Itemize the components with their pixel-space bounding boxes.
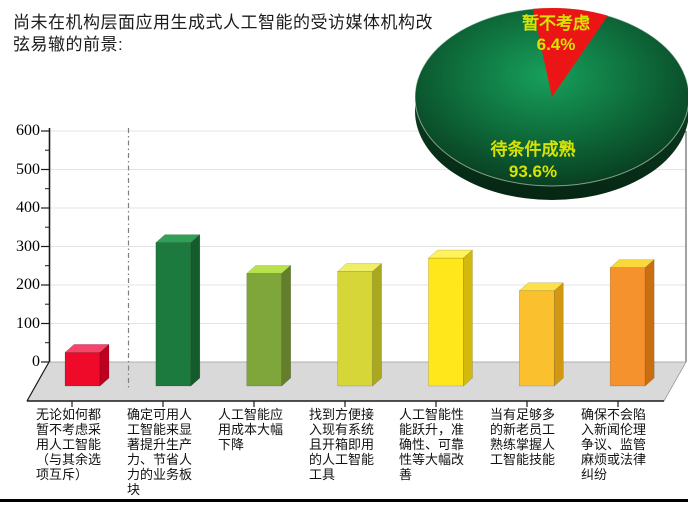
category-label: 人工智能应用成本大幅下降 (218, 407, 284, 452)
category-label: 当有足够多的新老员工熟练掌握人工智能技能 (490, 407, 556, 467)
bar-0-front (64, 352, 101, 387)
chart-title: 尚未在机构层面应用生成式人工智能的受访媒体机构改弦易辙的前景: (13, 13, 433, 54)
y-tick-label: 300 (16, 237, 40, 255)
category-label: 确保不会陷入新闻伦理争议、监管麻烦或法律纠纷 (581, 407, 647, 482)
bar-2-side (281, 264, 291, 387)
bar-6-side (644, 259, 655, 387)
pie-body (414, 7, 688, 187)
y-tick-label: 0 (32, 353, 40, 370)
bar-6-front (609, 267, 646, 387)
y-axis (41, 128, 51, 363)
y-tick-label: 400 (16, 199, 40, 216)
pie-label-major: 待条件成熟 93.6% (462, 139, 604, 183)
y-tick-label: 500 (16, 160, 40, 178)
bar-3-front (337, 271, 373, 387)
pie-slice-name: 暂不考虑 (522, 14, 590, 33)
axis-corner-left (26, 361, 50, 402)
category-label: 人工智能性能跃升，准确性、可靠性等大幅改善 (399, 407, 465, 482)
category-label: 无论如何都暂不考虑采用人工智能（与其余选项互斥） (36, 407, 102, 482)
bar-1-side (190, 234, 201, 387)
y-tick-label: 200 (16, 276, 40, 293)
bars (64, 234, 655, 387)
y-tick-label: 600 (16, 122, 40, 139)
bar-1-front (155, 242, 192, 387)
bar-4-side (463, 249, 473, 387)
category-label: 找到方便接入现有系统且开箱即用的人工智能工具 (309, 407, 375, 482)
pie-chart (414, 7, 688, 200)
bar-5-front (519, 290, 555, 387)
bar-4-front (428, 257, 464, 387)
category-label: 确定可用人工智能来显著提升生产力、节省人力的业务板块 (127, 407, 193, 497)
slide-bottom-border (0, 499, 688, 502)
bar-5-side (554, 282, 564, 387)
pie-slice-name: 待条件成熟 (490, 140, 576, 159)
pie-slice-pct: 93.6% (508, 162, 558, 181)
bar-0-side (99, 343, 110, 387)
x-axis-ticks (71, 401, 619, 407)
pie-slice-pct: 6.4% (536, 35, 576, 54)
pie-slice-red (532, 8, 608, 97)
y-tick-label: 100 (16, 314, 40, 332)
bar-3-side (372, 262, 382, 387)
bar-2-front (246, 273, 282, 387)
pie-label-minor: 暂不考虑 6.4% (486, 13, 626, 55)
